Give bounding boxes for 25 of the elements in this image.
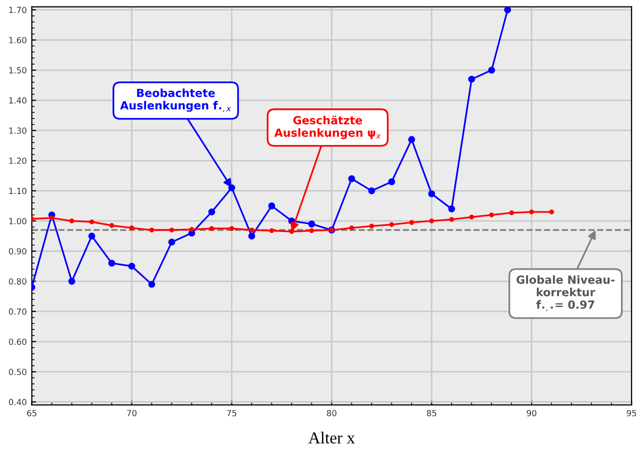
y-tick-label: 0.40: [8, 398, 26, 406]
y-tick-label: 0.70: [8, 308, 26, 315]
y-tick-label: 1.40: [9, 97, 26, 104]
y-tick-label: 0.90: [8, 248, 26, 254]
x-tick-label: 90: [526, 410, 536, 416]
y-tick-label: 0.50: [8, 368, 26, 376]
annotation: Beobachtete Auslenkungen f$_{•,x}$: [120, 88, 232, 112]
x-tick-label: 75: [227, 410, 236, 416]
y-tick-label: 0.60: [8, 338, 26, 345]
x-tick-label: 65: [27, 410, 36, 416]
y-tick-label: 1.10: [9, 188, 26, 194]
x-axis-title: Alter x: [308, 432, 355, 444]
x-tick-label: 80: [326, 410, 336, 416]
annotation: Geschätzte Auslenkungen ψ$_{x}$: [274, 116, 381, 140]
y-tick-label: 0.80: [8, 278, 26, 285]
y-tick-label: 1.50: [9, 67, 26, 74]
y-tick-label: 1.70: [9, 6, 26, 14]
x-tick-label: 95: [626, 410, 636, 416]
y-tick-label: 1.60: [9, 36, 26, 44]
annotation: Globale Niveau- korrektur f$_{•,•}$= 0.97: [516, 275, 615, 312]
y-tick-label: 1.00: [9, 218, 26, 224]
y-tick-label: 1.30: [9, 127, 26, 134]
x-tick-label: 85: [426, 410, 436, 416]
x-tick-label: 70: [127, 410, 137, 416]
y-tick-label: 1.20: [9, 158, 26, 164]
